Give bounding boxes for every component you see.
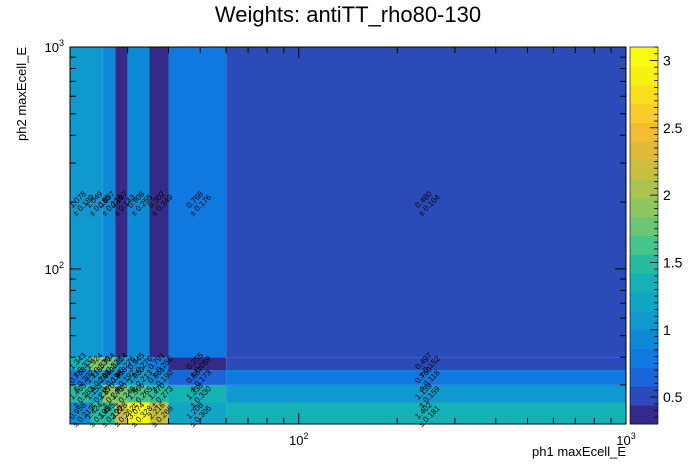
axes: 102 103 102 103 [45,38,636,448]
heatmap-cell [168,384,227,403]
palette-swatch [630,122,658,142]
heatmap-cell [127,47,150,358]
heatmap-cell [115,370,128,385]
palette-swatch [630,160,658,180]
palette-swatch [630,47,658,67]
palette-swatch [630,65,658,86]
palette-swatch [630,84,658,105]
heatmap-cell [70,357,91,371]
heatmap-cell [168,370,227,385]
heatmap-cell [127,370,150,385]
palette-swatch [630,348,658,368]
palette-swatch [630,254,658,274]
palette-swatch [630,367,658,387]
heatmap-cell [149,370,169,385]
heatmap-cell [168,402,227,424]
heatmap-cell [127,357,150,371]
heatmap-cell [70,384,91,403]
heatmap-cell [102,357,116,371]
heatmap-cell [149,357,169,371]
heatmap-cell [70,402,91,424]
heatmap-cell [70,47,91,358]
heatmap-cell [149,47,169,358]
heatmap-cell [102,402,116,424]
heatmap-cell [127,384,150,403]
palette-swatch [630,235,658,255]
heatmap-cell [115,384,128,403]
palette-swatch [630,310,658,331]
palette-swatch [630,329,658,350]
heatmap-cell [102,47,116,358]
heatmap-cell [115,357,128,371]
y-axis-label: ph2 maxEcell_E [14,47,29,141]
y-tick-label: 102 [45,260,64,277]
heatmap-cell [127,402,150,424]
heatmap-cell [149,384,169,403]
heatmap-cell [168,47,227,358]
palette-swatch [630,273,658,293]
plot-frame [69,46,627,425]
color-palette-axis: 0.5 1 1.5 2 2.5 3 [629,46,683,425]
palette-tick-label: 2 [663,187,671,203]
palette-swatch [630,178,658,199]
heatmap-cell [226,47,627,358]
heatmap-cell [102,384,116,403]
y-tick-label: 103 [45,38,64,55]
x-tick-label: 103 [616,431,635,448]
palette-tick-label: 1.5 [663,254,683,270]
heatmap-cell [226,370,627,385]
palette-tick-label: 3 [663,52,671,68]
heatmap-cell [115,402,128,424]
x-axis-label: ph1 maxEcell_E [532,444,626,459]
palette-swatch [630,197,658,218]
heatmap-cell [90,357,103,371]
palette-tick-label: 0.5 [663,389,683,405]
palette-swatch [630,386,658,406]
heatmap-cell [90,402,103,424]
palette-swatch [630,141,658,161]
chart-title: Weights: antiTT_rho80-130 [215,2,481,27]
heatmap-cell [226,384,627,403]
heatmap-cell [70,370,91,385]
palette-swatch [630,405,658,425]
heatmap-cell [168,357,227,371]
palette-tick-label: 1 [663,322,671,338]
heatmap-cell [90,370,103,385]
palette-swatch [630,103,658,123]
palette-swatch [630,292,658,312]
heatmap-cell [226,357,627,371]
heatmap-cell [90,384,103,403]
heatmap-cell [102,370,116,385]
heatmap-cell [90,47,103,358]
palette-swatch [630,216,658,236]
heatmap-cell [115,47,128,358]
palette-tick-label: 2.5 [663,120,683,136]
heatmap-cells [70,47,627,424]
x-tick-label: 102 [289,431,308,448]
heatmap-cell [149,402,169,424]
heatmap-cell [226,402,627,424]
